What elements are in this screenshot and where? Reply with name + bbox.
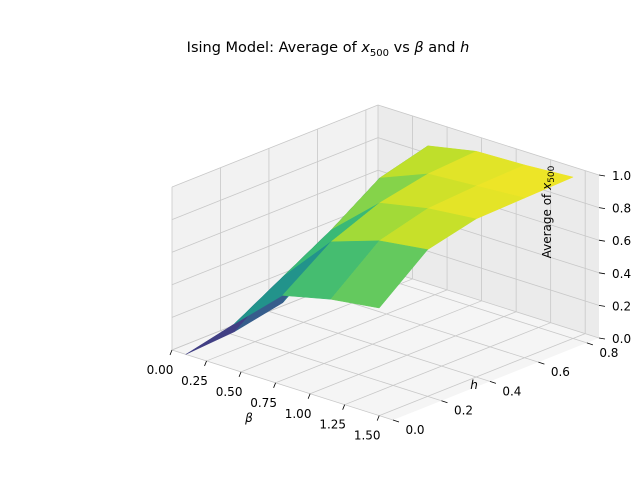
y-tick-label: 0.0	[405, 423, 424, 437]
tick-mark	[342, 404, 346, 410]
tick-mark	[441, 400, 448, 404]
tick-mark	[538, 361, 545, 365]
surface-patch	[330, 240, 429, 309]
x-tick-label: 0.50	[216, 385, 243, 399]
tick-mark	[598, 272, 606, 275]
z-tick-label: 0.6	[612, 234, 631, 248]
tick-mark	[489, 381, 497, 384]
grid-line	[220, 330, 442, 402]
tick-mark	[598, 207, 606, 209]
tick-mark	[598, 305, 606, 307]
z-tick-label: 0.4	[612, 267, 631, 281]
grid-line	[171, 169, 379, 253]
grid-line	[171, 137, 379, 220]
x-tick-label: 1.50	[354, 429, 381, 443]
side-pane	[172, 105, 378, 350]
y-tick-label: 0.2	[454, 404, 473, 418]
x-tick-label: 0.00	[147, 363, 174, 377]
z-tick-label: 0.8	[612, 202, 631, 216]
grid-line	[365, 272, 588, 344]
x-tick-label: 0.25	[181, 374, 208, 388]
axis-ticks: 0.00 0.25 0.50 0.75 1.00 1.25 1.50 0.0 0.2 0.4 0.6…	[147, 169, 631, 443]
z-tick-label: 0.0	[612, 332, 631, 346]
y-tick-label: 0.6	[551, 365, 570, 379]
z-tick-label: 0.2	[612, 299, 631, 313]
grid-line	[377, 104, 600, 176]
x-tick-label: 1.25	[319, 418, 346, 432]
grid-line	[379, 333, 586, 416]
tick-mark	[307, 393, 311, 399]
floor-pane	[172, 268, 599, 420]
surface-plot	[185, 145, 574, 355]
tick-mark	[376, 415, 380, 421]
x-tick-label: 0.75	[250, 396, 277, 410]
tick-mark	[204, 360, 207, 367]
grid-line	[344, 322, 551, 406]
y-axis-label: h	[470, 378, 478, 392]
tick-mark	[598, 337, 606, 340]
tick-mark	[238, 371, 242, 378]
grid-line	[377, 267, 600, 339]
tick-mark	[273, 382, 276, 388]
grid-line	[317, 291, 539, 363]
x-tick-label: 1.00	[285, 407, 312, 421]
grid-line	[268, 311, 491, 382]
tick-mark	[392, 419, 400, 423]
z-axis-label: Average of x500	[540, 165, 557, 258]
tick-mark	[169, 349, 173, 356]
grid-line	[171, 104, 379, 188]
y-tick-label: 0.8	[599, 346, 618, 360]
tick-mark	[598, 239, 606, 242]
grid-line	[275, 300, 482, 384]
grid-line	[171, 349, 394, 421]
chart-title: Ising Model: Average of x500 vs β and h	[187, 40, 470, 59]
tick-mark	[598, 174, 606, 177]
grid-line	[240, 289, 448, 373]
x-axis-label: β	[244, 411, 253, 425]
z-tick-label: 1.0	[612, 169, 631, 183]
grid-line	[309, 311, 517, 395]
tick-mark	[586, 342, 594, 346]
y-tick-label: 0.4	[502, 384, 521, 398]
